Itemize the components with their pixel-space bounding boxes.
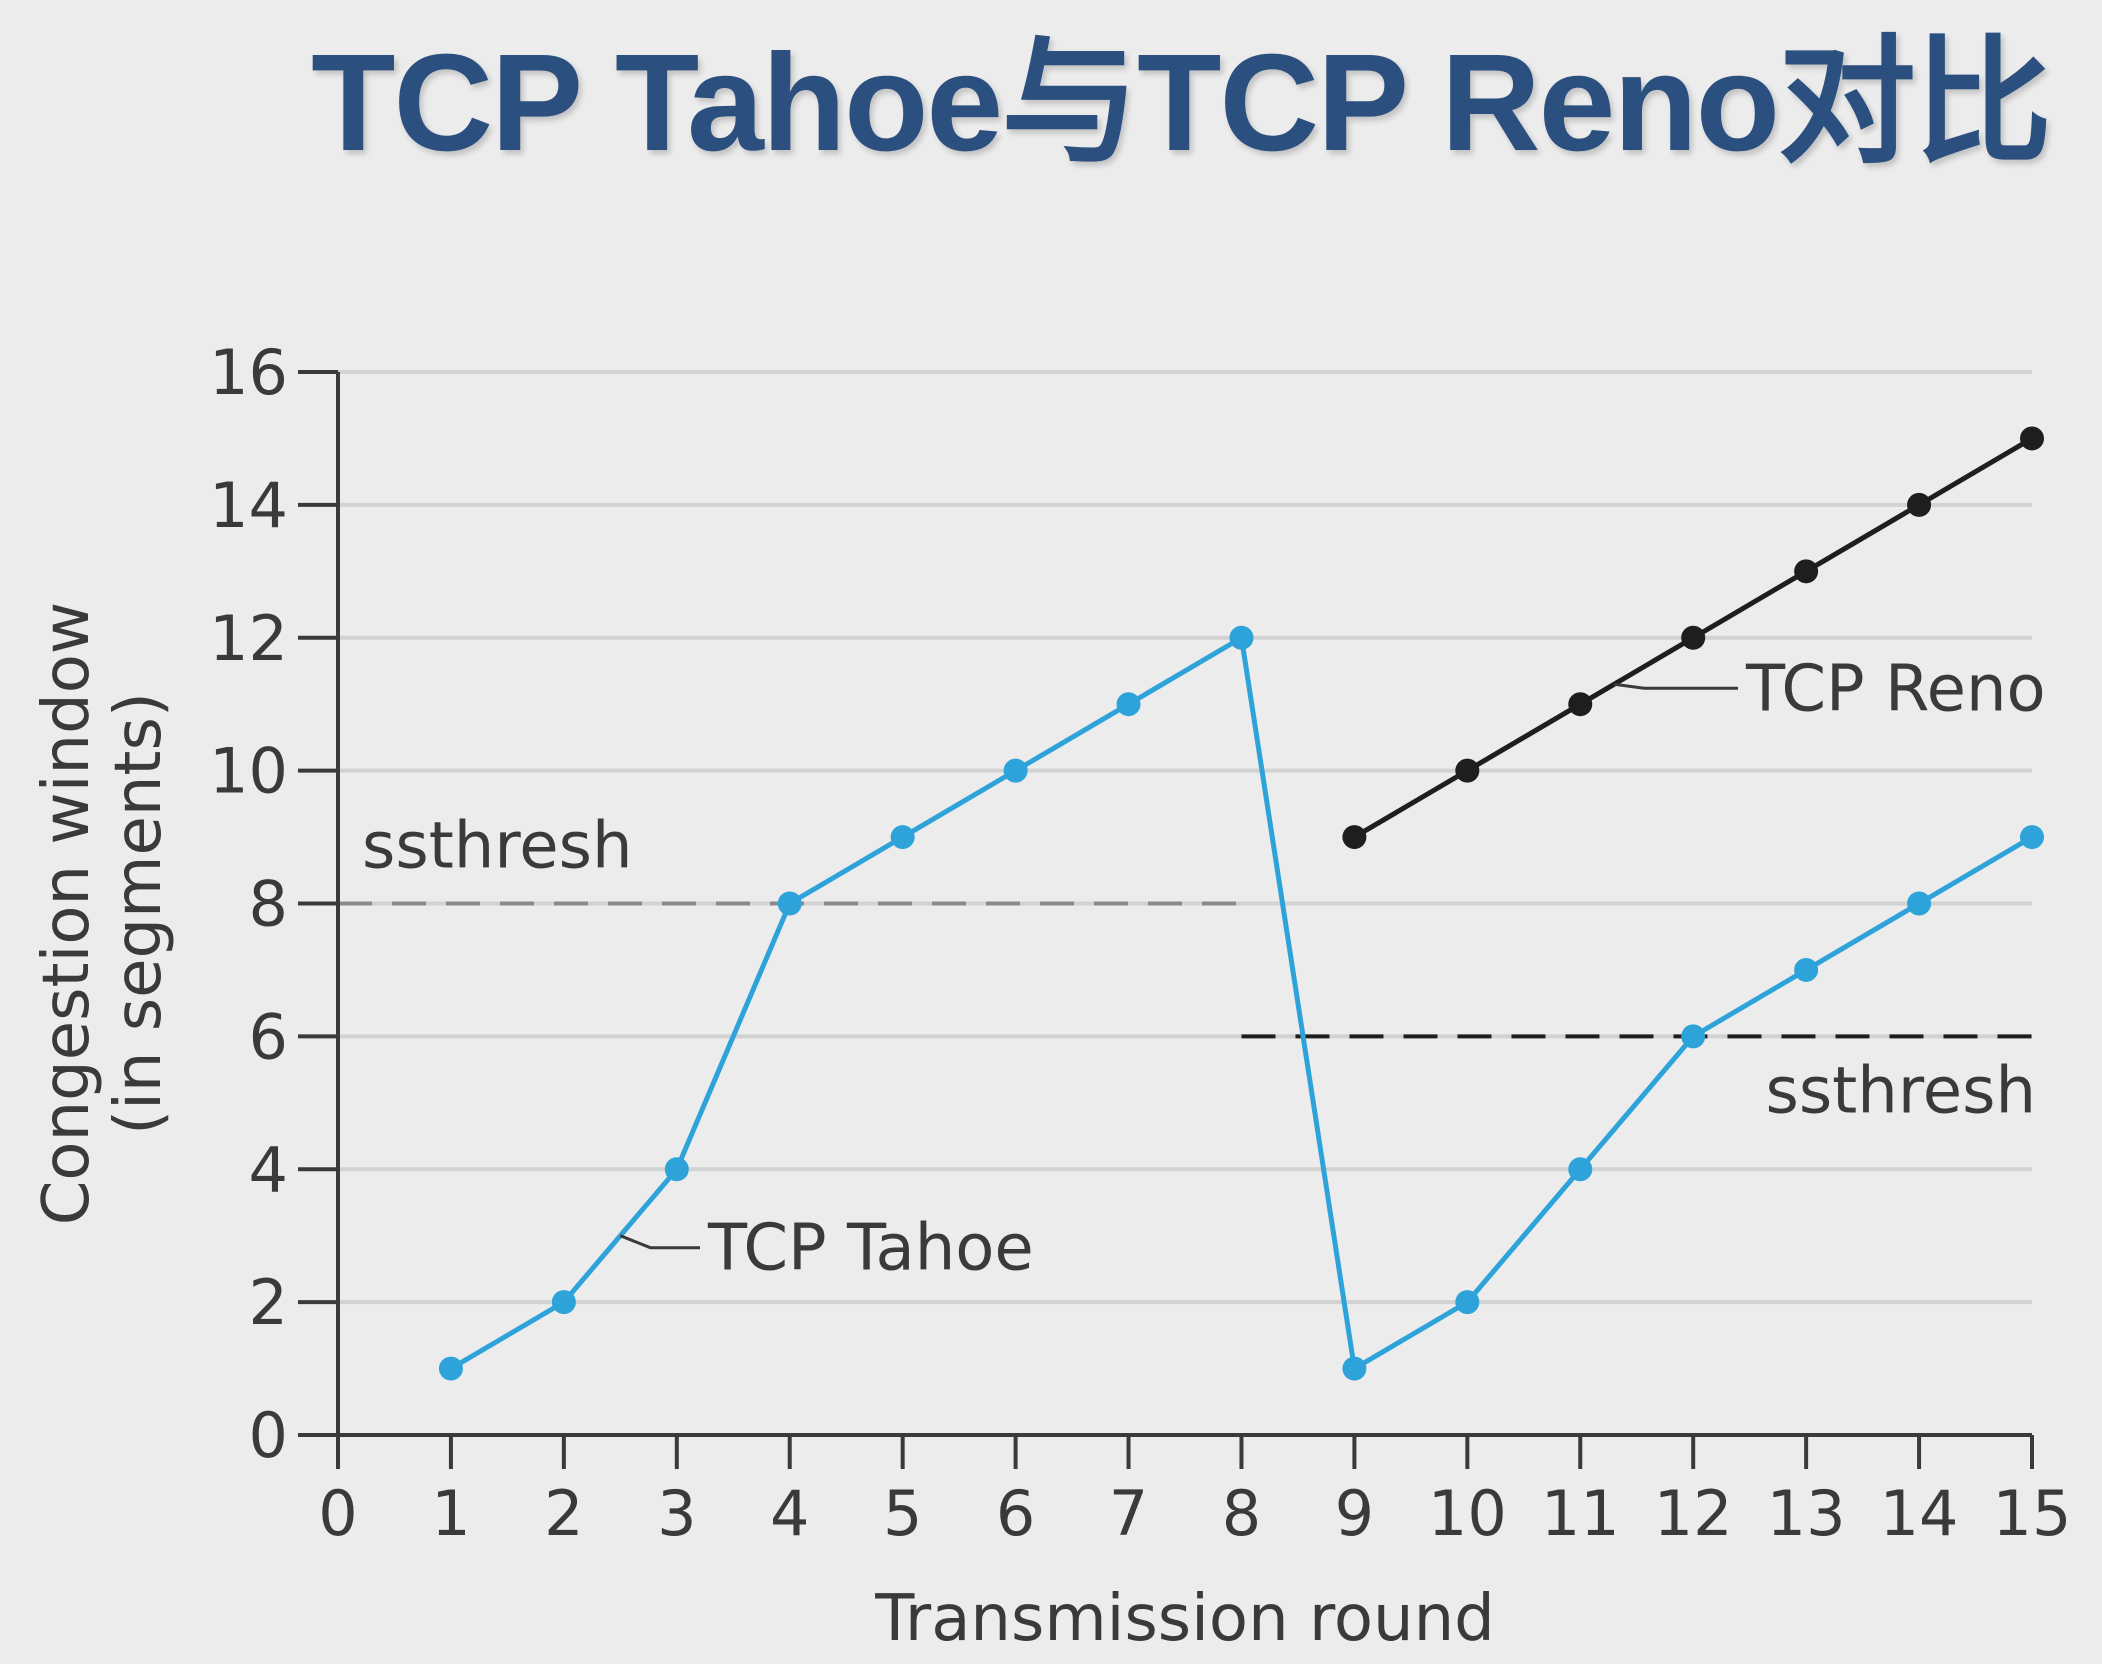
x-tick-label-15: 15 <box>1993 1477 2072 1550</box>
y-tick-label-0: 0 <box>249 1399 288 1472</box>
y-tick-label-16: 16 <box>209 336 288 409</box>
point-tcp-reno-14 <box>1907 492 1932 517</box>
y-tick-label-10: 10 <box>209 735 288 808</box>
point-tcp-tahoe-7 <box>1116 692 1141 717</box>
point-tcp-reno-15 <box>2020 426 2044 451</box>
series-label-tcp-tahoe: TCP Tahoe <box>707 1212 1034 1286</box>
y-tick-label-4: 4 <box>249 1133 288 1206</box>
point-tcp-tahoe-3 <box>664 1157 689 1182</box>
point-tcp-tahoe-14 <box>1907 891 1932 916</box>
x-tick-label-9: 9 <box>1335 1477 1374 1550</box>
point-tcp-reno-13 <box>1794 559 1819 584</box>
series-lines <box>438 426 2044 1381</box>
y-tick-label-2: 2 <box>249 1266 288 1339</box>
point-tcp-reno-12 <box>1681 625 1706 650</box>
point-tcp-reno-11 <box>1568 692 1593 717</box>
page-title: TCP Tahoe与TCP Reno对比 <box>311 26 2052 180</box>
point-tcp-tahoe-5 <box>890 825 915 850</box>
x-tick-label-4: 4 <box>770 1477 809 1550</box>
series-label-tcp-reno: TCP Reno <box>1745 652 2046 726</box>
x-tick-label-2: 2 <box>544 1477 583 1550</box>
point-tcp-tahoe-1 <box>438 1356 463 1381</box>
x-tick-label-5: 5 <box>883 1477 922 1550</box>
point-tcp-tahoe-13 <box>1794 957 1819 982</box>
point-tcp-reno-9 <box>1342 825 1367 850</box>
x-tick-label-0: 0 <box>318 1477 357 1550</box>
x-tick-label-14: 14 <box>1880 1477 1959 1550</box>
annotation-leader-tcp-tahoe <box>619 1234 700 1250</box>
point-tcp-tahoe-8 <box>1229 625 1254 650</box>
x-tick-label-3: 3 <box>657 1477 696 1550</box>
x-tick-label-8: 8 <box>1222 1477 1261 1550</box>
series-line-tcp-tahoe <box>448 635 2035 1372</box>
y-axis-label-line-2: (in segments) <box>102 692 176 1135</box>
point-tcp-tahoe-12 <box>1681 1024 1706 1049</box>
point-tcp-tahoe-4 <box>777 891 802 916</box>
y-tick-label-6: 6 <box>249 1000 288 1073</box>
point-tcp-tahoe-10 <box>1455 1290 1480 1315</box>
x-tick-label-10: 10 <box>1428 1477 1507 1550</box>
point-tcp-tahoe-11 <box>1568 1157 1593 1182</box>
point-tcp-tahoe-6 <box>1003 758 1028 783</box>
point-tcp-tahoe-2 <box>551 1290 576 1315</box>
x-tick-label-13: 13 <box>1767 1477 1846 1550</box>
ssthresh-label-0: ssthresh <box>362 810 633 884</box>
point-tcp-reno-10 <box>1455 758 1480 783</box>
y-tick-label-12: 12 <box>209 602 288 675</box>
point-tcp-tahoe-9 <box>1342 1356 1367 1381</box>
point-tcp-tahoe-15 <box>2020 825 2044 850</box>
x-tick-label-6: 6 <box>996 1477 1035 1550</box>
x-axis-label: Transmission round <box>874 1582 1495 1656</box>
x-tick-label-11: 11 <box>1541 1477 1620 1550</box>
x-tick-label-7: 7 <box>1109 1477 1148 1550</box>
y-axis-label-line-1: Congestion window <box>30 602 104 1226</box>
x-tick-label-12: 12 <box>1654 1477 1733 1550</box>
annotations: TCP Tahoe TCP Reno <box>619 652 2046 1286</box>
y-tick-label-14: 14 <box>209 469 288 542</box>
annotation-leader-tcp-reno <box>1613 682 1738 690</box>
ssthresh-lines: ssthresh ssthresh <box>338 810 2036 1128</box>
ssthresh-label-1: ssthresh <box>1765 1054 2036 1128</box>
y-tick-label-8: 8 <box>249 868 288 941</box>
x-tick-label-1: 1 <box>431 1477 470 1550</box>
